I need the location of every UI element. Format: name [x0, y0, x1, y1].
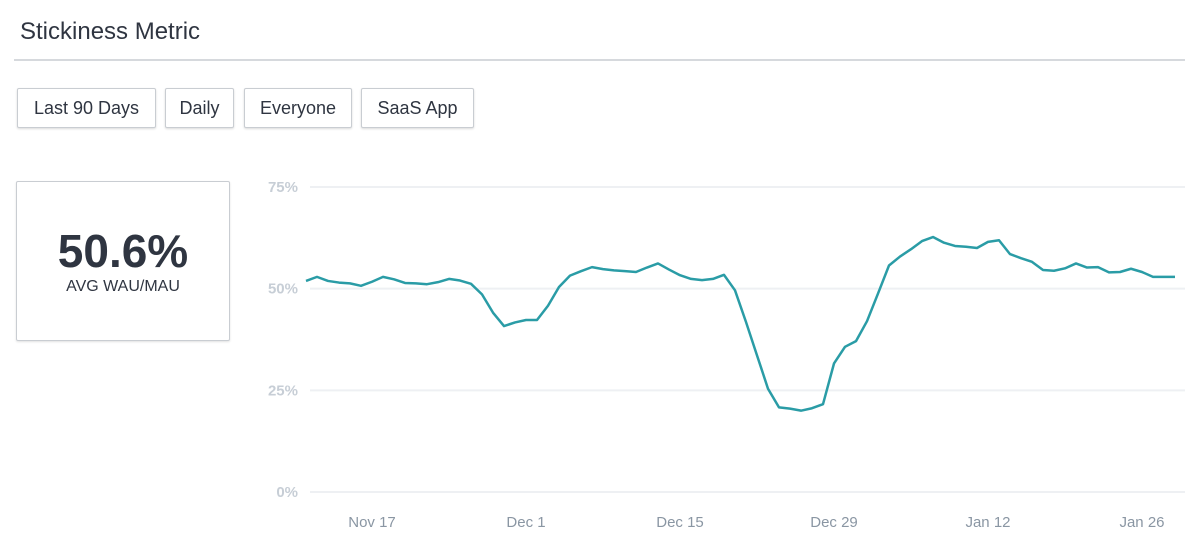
filter-button[interactable]: Everyone: [244, 88, 352, 128]
divider: [14, 59, 1185, 61]
x-tick-label: Jan 26: [1119, 514, 1164, 531]
filter-button[interactable]: Daily: [165, 88, 234, 128]
filter-button[interactable]: SaaS App: [361, 88, 474, 128]
line-series: [305, 235, 1175, 412]
x-tick-label: Dec 29: [810, 514, 858, 531]
y-tick-label: 25%: [268, 382, 298, 399]
y-tick-label: 50%: [268, 281, 298, 298]
filter-button[interactable]: Last 90 Days: [17, 88, 156, 128]
widget-title: Stickiness Metric: [20, 18, 201, 45]
x-tick-label: Dec 1: [506, 514, 545, 531]
x-tick-label: Jan 12: [965, 514, 1010, 531]
summary-value: 50.6%: [57, 225, 189, 277]
summary-label: AVG WAU/MAU: [66, 278, 180, 295]
summary-card: 50.6% AVG WAU/MAU: [16, 181, 230, 341]
x-tick-label: Nov 17: [348, 514, 396, 531]
y-tick-label: 75%: [268, 179, 298, 196]
y-tick-label: 0%: [276, 484, 298, 501]
x-tick-label: Dec 15: [656, 514, 704, 531]
